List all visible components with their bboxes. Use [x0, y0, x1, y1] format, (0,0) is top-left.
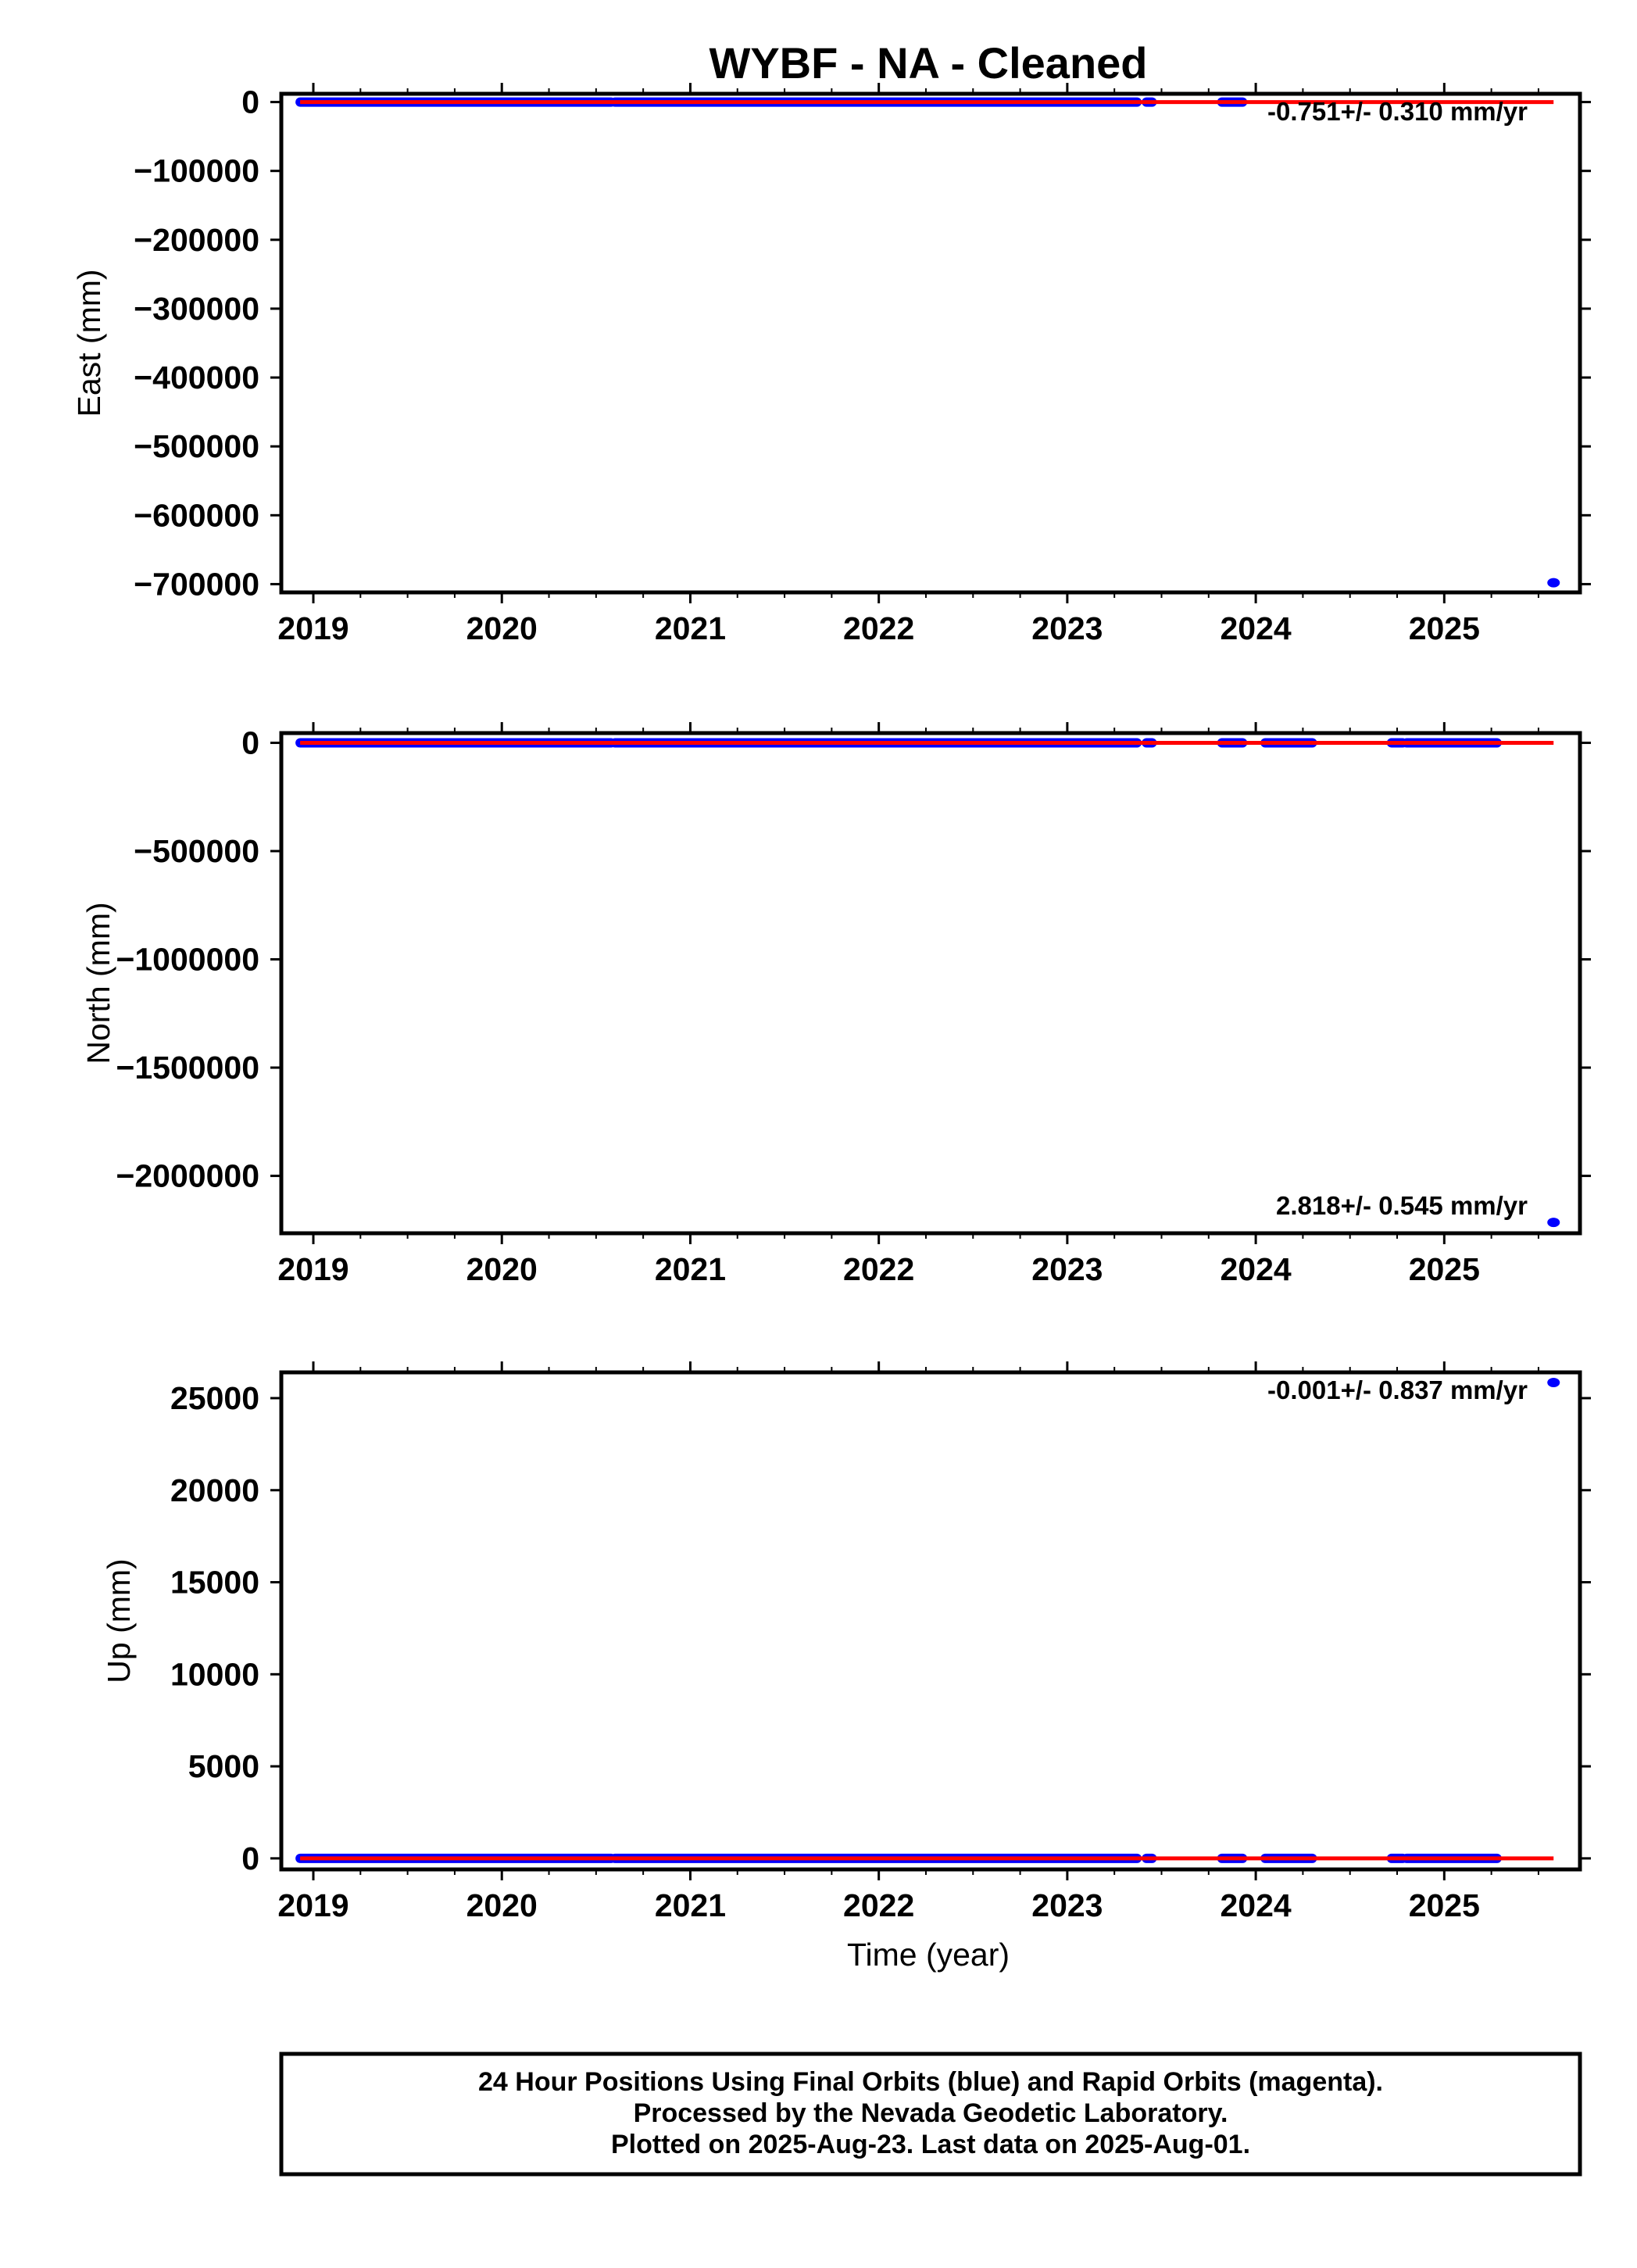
east-y-tick-label: −700000: [134, 566, 259, 602]
up-x-tick-label: 2020: [466, 1887, 538, 1923]
up-y-tick-label: 25000: [170, 1380, 259, 1416]
up-y-tick-label: 15000: [170, 1565, 259, 1601]
east-plot-frame: [279, 91, 1582, 595]
east-outlier-point: [1547, 578, 1560, 588]
east-panel: 2019 2020 2021 2022 2023 2024 2025 0 −100000 −200…: [71, 83, 1591, 646]
east-x-tick-label: 2021: [655, 610, 726, 646]
north-x-tick-label: 2024: [1220, 1251, 1291, 1287]
footer-line-1: 24 Hour Positions Using Final Orbits (bl…: [478, 2067, 1383, 2097]
east-y-tick-label: 0: [241, 84, 259, 120]
north-plot-frame: [279, 731, 1582, 1236]
up-y-tick-label: 0: [241, 1841, 259, 1876]
north-x-tick-label: 2020: [466, 1251, 538, 1287]
east-y-tick-label: −500000: [134, 428, 259, 464]
east-x-tick-label: 2023: [1031, 610, 1103, 646]
north-y-tick-label: −2000000: [116, 1158, 259, 1194]
east-y-tick-label: −600000: [134, 497, 259, 533]
up-y-tick-label: 20000: [170, 1472, 259, 1508]
footer-line-3: Plotted on 2025-Aug-23. Last data on 202…: [611, 2130, 1250, 2159]
north-x-tick-label: 2023: [1031, 1251, 1103, 1287]
north-x-tick-label: 2019: [277, 1251, 348, 1287]
north-y-tick-label: −1000000: [116, 942, 259, 978]
east-y-tick-label: −100000: [134, 153, 259, 189]
up-x-tick-label: 2023: [1031, 1887, 1103, 1923]
up-panel: 2019 2020 2021 2022 2023 2024 2025 0 5000 10000 15…: [101, 1361, 1591, 1923]
north-outlier-point: [1547, 1218, 1560, 1228]
east-x-tick-label: 2025: [1409, 610, 1480, 646]
north-y-tick-label: 0: [241, 724, 259, 760]
east-x-tick-label: 2020: [466, 610, 538, 646]
north-x-tick-label: 2021: [655, 1251, 726, 1287]
east-y-axis-label: East (mm): [71, 269, 107, 417]
up-x-tick-label: 2019: [277, 1887, 348, 1923]
north-y-tick-label: −1500000: [116, 1050, 259, 1086]
up-plot-frame: [279, 1370, 1582, 1872]
up-y-tick-label: 5000: [188, 1748, 259, 1784]
up-x-tick-label: 2022: [843, 1887, 914, 1923]
east-x-tick-label: 2019: [277, 610, 348, 646]
north-rate-label: 2.818+/- 0.545 mm/yr: [1276, 1191, 1528, 1220]
x-axis-label: Time (year): [847, 1937, 1010, 1973]
chart-title: WYBF - NA - Cleaned: [709, 38, 1147, 88]
east-y-tick-label: −300000: [134, 291, 259, 327]
up-rate-label: -0.001+/- 0.837 mm/yr: [1267, 1375, 1528, 1404]
east-x-tick-label: 2024: [1220, 610, 1291, 646]
up-y-tick-label: 10000: [170, 1656, 259, 1692]
north-x-tick-label: 2022: [843, 1251, 914, 1287]
north-x-tick-label: 2025: [1409, 1251, 1480, 1287]
north-y-axis-label: North (mm): [80, 902, 116, 1064]
up-outlier-point: [1547, 1377, 1560, 1387]
up-x-tick-label: 2021: [655, 1887, 726, 1923]
north-panel: 2019 2020 2021 2022 2023 2024 2025 0 −500000 −100…: [80, 722, 1591, 1287]
east-rate-label: -0.751+/- 0.310 mm/yr: [1267, 97, 1528, 126]
up-x-tick-label: 2024: [1220, 1887, 1291, 1923]
up-x-tick-label: 2025: [1409, 1887, 1480, 1923]
east-y-tick-label: −200000: [134, 222, 259, 258]
footer-box: [279, 2052, 1582, 2177]
east-y-tick-label: −400000: [134, 360, 259, 395]
up-y-axis-label: Up (mm): [101, 1558, 137, 1683]
footer-line-2: Processed by the Nevada Geodetic Laborat…: [634, 2098, 1228, 2128]
east-x-tick-label: 2022: [843, 610, 914, 646]
north-y-tick-label: −500000: [134, 833, 259, 869]
